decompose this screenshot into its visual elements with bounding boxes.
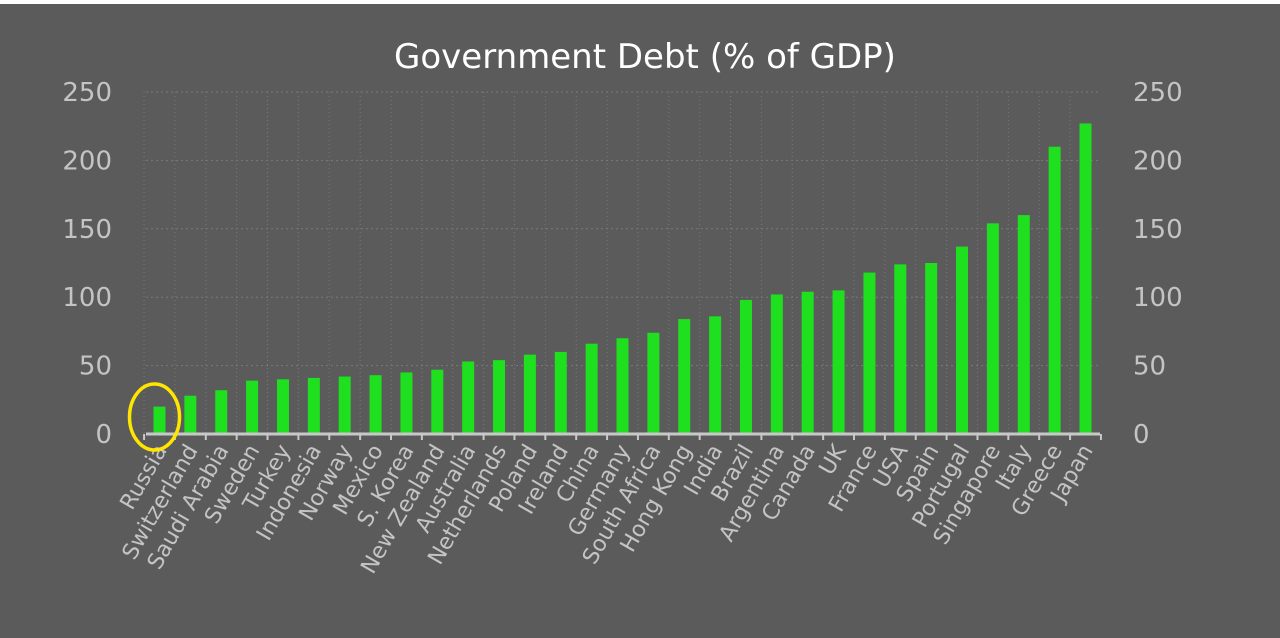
bar-south-africa: [647, 332, 660, 434]
left-y-tick-label: 50: [79, 352, 112, 382]
debt-bar-chart: Government Debt (% of GDP) 0 50 100 150 200 2…: [62, 37, 1183, 578]
bar-brazil: [739, 299, 752, 434]
bar-turkey: [276, 379, 289, 434]
bar-singapore: [986, 223, 999, 434]
bar-usa: [894, 264, 907, 434]
bar-indonesia: [307, 377, 320, 434]
highlight-circle: [127, 382, 182, 452]
bar-mexico: [369, 375, 382, 434]
left-y-tick-label: 100: [62, 283, 112, 313]
bar-s-korea: [400, 372, 413, 434]
right-y-tick-label: 200: [1133, 146, 1183, 176]
bar-norway: [338, 376, 351, 434]
highlight-layer: [127, 382, 182, 452]
bar-germany: [616, 338, 629, 434]
bar-argentina: [770, 294, 783, 434]
left-y-tick-label: 250: [62, 78, 112, 108]
bar-hong-kong: [678, 319, 691, 434]
bars: [153, 123, 1092, 435]
bar-france: [863, 272, 876, 434]
left-y-tick-label: 150: [62, 215, 112, 245]
bar-switzerland: [184, 395, 197, 434]
bar-portugal: [956, 246, 969, 434]
right-y-tick-label: 50: [1133, 352, 1166, 382]
right-y-tick-label: 250: [1133, 78, 1183, 108]
bar-china: [585, 343, 598, 434]
bar-australia: [462, 361, 475, 434]
right-y-tick-label: 100: [1133, 283, 1183, 313]
bar-uk: [832, 290, 845, 434]
bar-ireland: [554, 351, 567, 434]
bar-japan: [1079, 123, 1092, 435]
left-y-tick-label: 200: [62, 146, 112, 176]
bar-poland: [523, 354, 536, 434]
grid-lines: [143, 91, 1100, 434]
bar-new-zealand: [431, 369, 444, 434]
bar-greece: [1048, 146, 1061, 434]
bar-netherlands: [493, 360, 506, 434]
chart-title: Government Debt (% of GDP): [394, 37, 896, 77]
bar-italy: [1017, 215, 1030, 434]
right-y-tick-label: 0: [1133, 420, 1150, 450]
bar-sweden: [246, 380, 259, 434]
x-axis: [143, 432, 1102, 440]
bar-saudi-arabia: [215, 390, 228, 434]
right-y-axis: 0 50 100 150 200 250: [1133, 78, 1183, 450]
bar-russia: [153, 406, 166, 434]
right-y-tick-label: 150: [1133, 215, 1183, 245]
left-y-axis: 0 50 100 150 200 250: [62, 78, 112, 450]
bar-spain: [925, 263, 938, 434]
bar-canada: [801, 291, 814, 434]
chart-container: Government Debt (% of GDP) 0 50 100 150 200 2…: [0, 4, 1280, 638]
left-y-tick-label: 0: [95, 420, 112, 450]
bar-india: [709, 316, 722, 434]
